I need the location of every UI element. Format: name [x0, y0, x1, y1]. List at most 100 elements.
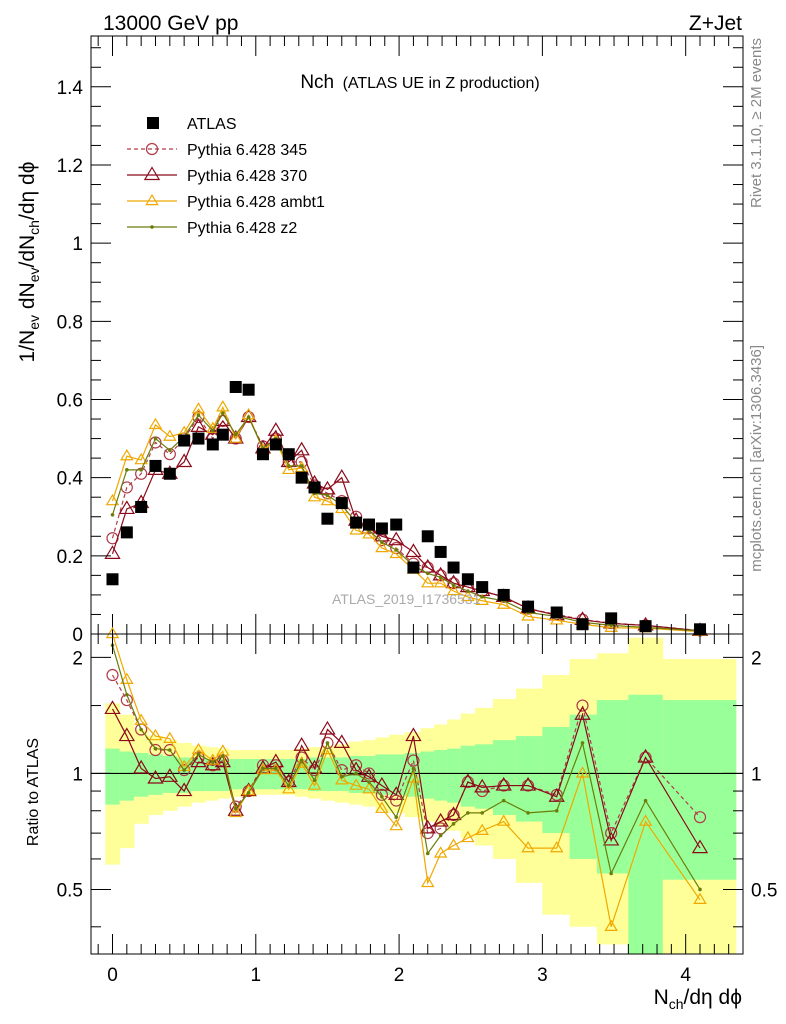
point-ambt1: [120, 448, 134, 461]
ratio-point-ambt1: [148, 728, 163, 741]
ratio-point-ambt1: [446, 838, 461, 850]
ratio-panel: 0.5 0.51 12 20 1 2 3 4 Ratio to ATLAS Nch/dη dϕ: [25, 626, 777, 1012]
point-z2: [110, 512, 115, 517]
ratio-xtick-label: 0: [107, 965, 118, 986]
point-atlas: [434, 545, 447, 558]
ytick-label: 1: [72, 234, 83, 255]
ratio-point-370: [240, 782, 257, 797]
point-z2: [168, 448, 172, 453]
legend-marker-370: [143, 166, 161, 181]
ratio-point-z2: [325, 741, 330, 745]
ratio-point-370: [214, 753, 232, 768]
ylabel-sub-2: ev: [26, 267, 42, 282]
point-atlas: [497, 588, 510, 601]
point-370: [104, 545, 121, 559]
point-atlas: [375, 522, 388, 535]
ytick-label: 1.2: [57, 156, 83, 177]
band-inner: [217, 758, 230, 792]
point-ambt1: [281, 462, 296, 475]
ratio-point-345: [106, 668, 119, 682]
point-atlas: [216, 428, 229, 441]
point-atlas: [163, 467, 176, 480]
point-atlas: [120, 526, 133, 539]
point-370: [432, 566, 449, 581]
point-z2: [196, 413, 201, 417]
ratio-point-370: [306, 759, 323, 774]
point-ambt1: [461, 589, 475, 602]
band-inner: [542, 726, 571, 834]
ratio-xtick-label: 4: [680, 965, 691, 986]
point-ambt1: [521, 609, 535, 621]
point-ambt1: [191, 402, 206, 414]
ratio-point-z2: [312, 778, 317, 783]
ratio-point-370: [445, 806, 462, 821]
main-panel: 0 0.2 0.4 0.6 0.8 1 1.2 1.4 Nch (ATLAS UE in Z …: [16, 35, 744, 646]
header-left: 13000 GeV pp: [103, 12, 238, 35]
ratio-ytick-label: 2: [72, 648, 83, 669]
point-ambt1: [294, 460, 309, 473]
ratio-point-z2: [168, 748, 172, 752]
point-z2: [211, 428, 215, 433]
ratio-point-370: [548, 788, 565, 802]
band-inner: [515, 736, 543, 822]
point-ambt1: [105, 493, 120, 506]
point-z2: [221, 411, 225, 415]
main-ylabel: 1/Nev dNev/dNch/dη dϕ: [16, 162, 42, 363]
ratio-point-370: [267, 753, 285, 768]
ratio-point-z2: [182, 768, 186, 772]
band-inner: [191, 757, 207, 792]
point-atlas: [362, 518, 375, 531]
point-atlas: [269, 438, 282, 451]
ratio-point-370: [519, 776, 537, 791]
point-z2: [466, 589, 470, 593]
ratio-ytick-label: 1: [72, 764, 83, 785]
point-atlas: [308, 481, 321, 494]
point-z2: [425, 571, 430, 576]
watermark: ATLAS_2019_I1736531: [332, 591, 481, 607]
ytick-label: 0.6: [57, 390, 83, 411]
point-ambt1: [375, 540, 389, 553]
ratio-point-ambt1: [521, 840, 535, 853]
ratio-point-z2: [501, 798, 506, 803]
point-ambt1: [349, 523, 363, 535]
point-atlas: [350, 516, 363, 529]
ratio-point-z2: [609, 871, 613, 876]
point-345: [242, 410, 255, 424]
band-inner: [162, 755, 178, 793]
point-ambt1: [549, 613, 564, 625]
point-z2: [139, 468, 143, 472]
ylabel-part-3: /dN: [16, 235, 39, 268]
ratio-point-ambt1: [228, 805, 243, 818]
ytick-label: 0.2: [57, 547, 83, 568]
point-atlas: [476, 581, 489, 594]
mcplots-label: mcplots.cern.ch [arXiv:1306.3436]: [748, 345, 765, 572]
ytick-label: 0.4: [57, 469, 84, 490]
point-atlas: [106, 573, 119, 586]
point-atlas: [639, 620, 652, 633]
band-inner: [105, 748, 121, 805]
point-370: [405, 543, 422, 558]
ratio-point-370: [104, 700, 121, 715]
ratio-point-370: [602, 831, 620, 846]
ratio-ytick-label-right: 2: [751, 648, 762, 669]
band-inner: [389, 754, 406, 795]
point-atlas: [242, 383, 255, 396]
ratio-point-ambt1: [604, 919, 618, 931]
legend-label: ATLAS: [187, 116, 237, 133]
point-atlas: [192, 432, 205, 445]
ratio-ytick-label: 0.5: [57, 880, 83, 901]
point-ambt1: [320, 493, 335, 506]
ratio-point-345: [447, 808, 460, 822]
point-atlas: [461, 573, 474, 586]
ratio-point-z2: [526, 811, 530, 815]
ratio-point-z2: [125, 692, 129, 697]
ratio-point-z2: [411, 766, 416, 771]
ratio-point-z2: [438, 833, 443, 838]
ratio-point-z2: [580, 741, 585, 745]
ratio-point-z2: [451, 822, 456, 826]
ratio-point-z2: [233, 806, 238, 811]
xlabel-part-1: N: [654, 986, 669, 1009]
ratio-point-370: [293, 737, 310, 751]
point-atlas: [447, 561, 460, 574]
ratio-point-ambt1: [475, 823, 489, 835]
